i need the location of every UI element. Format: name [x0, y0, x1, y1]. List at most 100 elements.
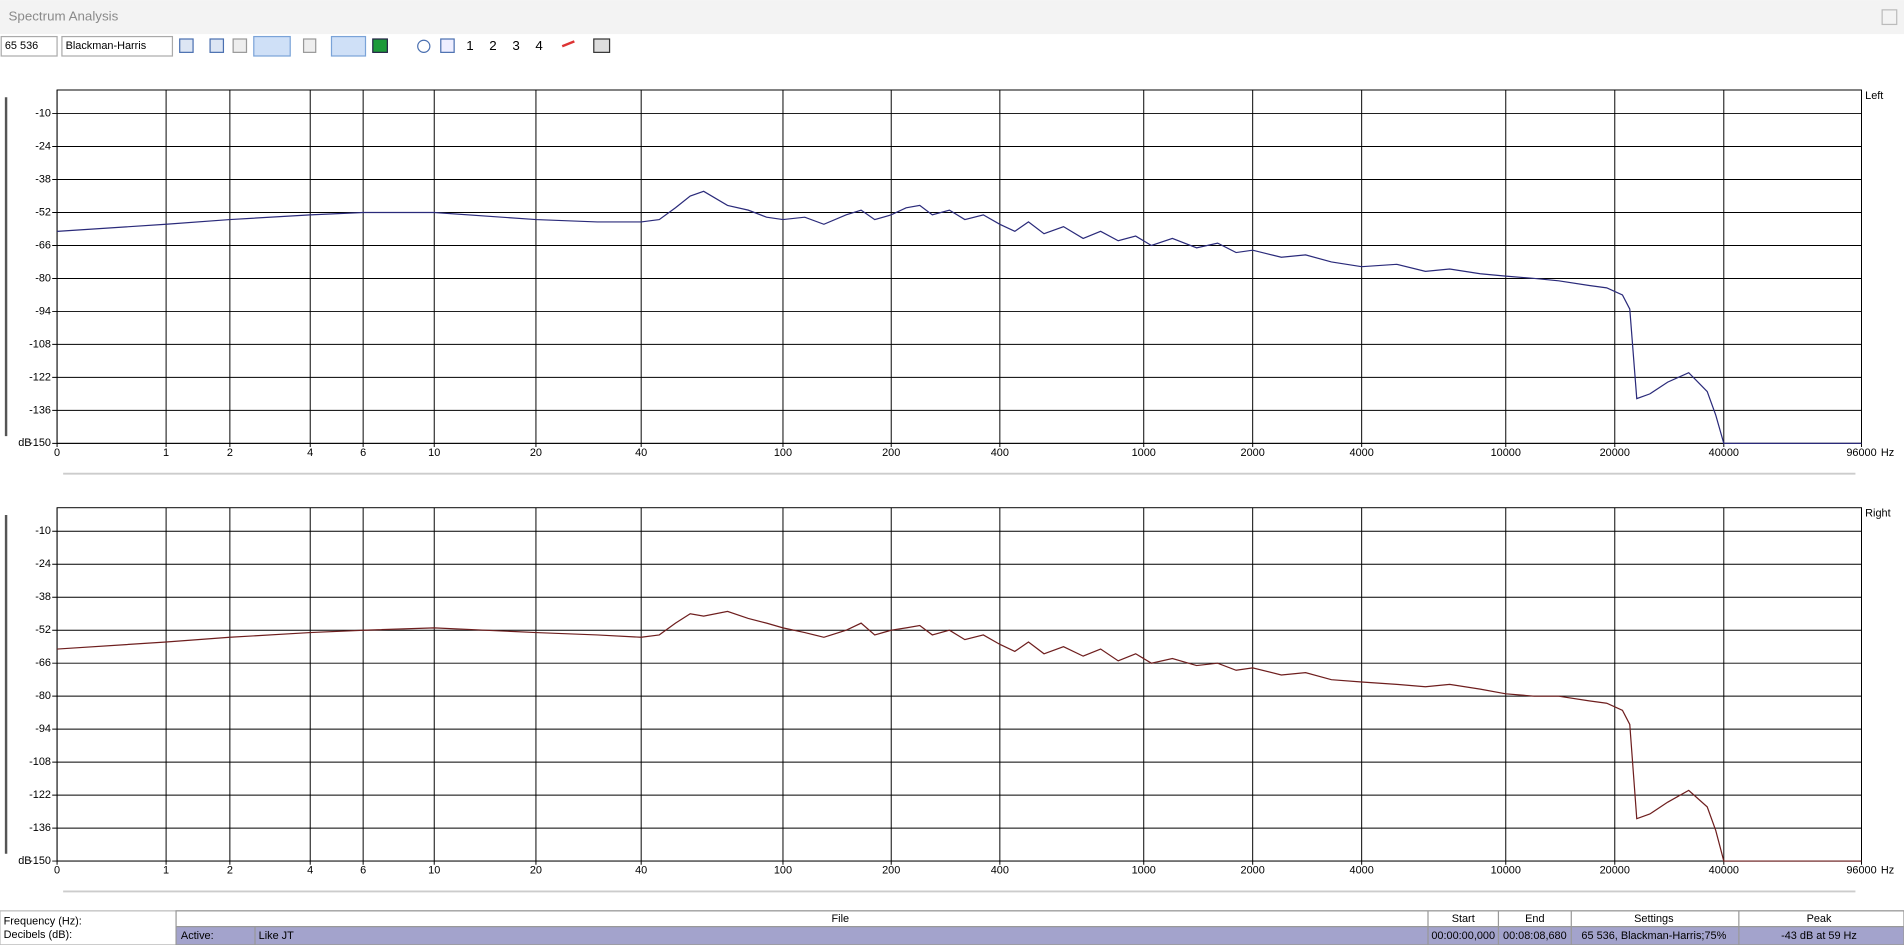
x-tick-label: 200: [882, 447, 900, 459]
active-row[interactable]: [176, 926, 1904, 945]
x-tick-label: 2000: [1241, 447, 1265, 459]
x-tick-label: 40: [635, 865, 647, 877]
y-tick-label: -38: [35, 173, 51, 185]
table-header: Peak: [1807, 913, 1832, 925]
y-tick-label: -66: [35, 239, 51, 251]
toolbar-icon[interactable]: [440, 38, 455, 53]
window-function-select[interactable]: [61, 35, 174, 57]
preset-button[interactable]: 2: [489, 38, 496, 53]
x-tick-label: 0: [54, 447, 60, 459]
x-tick-label: 1000: [1132, 865, 1156, 877]
y-tick-label: -24: [35, 558, 51, 570]
x-tick-label: 100: [774, 865, 792, 877]
channel-label: Left: [1865, 90, 1883, 102]
x-tick-label: 100: [774, 447, 792, 459]
spectrum-line: [57, 190, 1862, 444]
y-axis-label: dB: [18, 855, 31, 867]
print-button[interactable]: [593, 38, 611, 53]
x-tick-label: 4000: [1350, 447, 1374, 459]
x-tick-label: 6: [360, 865, 366, 877]
x-tick-label: 20: [530, 865, 542, 877]
y-tick-label: -10: [35, 107, 51, 119]
x-tick-label: 400: [991, 447, 1009, 459]
y-tick-label: -80: [35, 690, 51, 702]
title-bar: [0, 0, 1904, 35]
table-cell: Active:: [181, 930, 214, 942]
x-tick-label: 4000: [1350, 865, 1374, 877]
x-axis-label: Hz: [1881, 447, 1894, 459]
plot-area: [57, 507, 1862, 862]
x-tick-label: 20000: [1600, 865, 1630, 877]
toolbar-icon[interactable]: [417, 39, 431, 53]
x-tick-label: 40000: [1709, 865, 1739, 877]
x-tick-label: 1: [163, 447, 169, 459]
x-tick-label: 2: [227, 447, 233, 459]
x-tick-label: 400: [991, 865, 1009, 877]
x-tick-label: 40000: [1709, 447, 1739, 459]
table-header: End: [1525, 913, 1544, 925]
window-title: Spectrum Analysis: [9, 9, 119, 24]
y-tick-label: -122: [29, 371, 51, 383]
toolbar-icon[interactable]: [330, 35, 367, 57]
toolbar-icon[interactable]: [179, 38, 194, 53]
y-tick-label: -94: [35, 305, 51, 317]
x-tick-label: 20000: [1600, 447, 1630, 459]
toolbar-icon[interactable]: [372, 38, 388, 53]
y-tick-label: -10: [35, 525, 51, 537]
toolbar-icon[interactable]: [302, 38, 317, 53]
fft-size: 65 536: [5, 40, 38, 52]
channel-label: Right: [1865, 508, 1890, 520]
y-tick-label: -108: [29, 756, 51, 768]
x-tick-label: 1000: [1132, 447, 1156, 459]
y-tick-label: -94: [35, 723, 51, 735]
preset-button[interactable]: 3: [512, 38, 519, 53]
window-function: Blackman-Harris: [66, 40, 147, 52]
y-tick-label: -80: [35, 272, 51, 284]
toolbar: [0, 34, 1904, 61]
y-tick-label: -136: [29, 822, 51, 834]
plot-frame: [56, 89, 1862, 444]
table-cell: Like JT: [259, 930, 294, 942]
x-tick-label: 4: [307, 447, 313, 459]
preset-button[interactable]: 4: [535, 38, 543, 53]
x-axis-label: Hz: [1881, 865, 1894, 877]
y-tick-label: -150: [29, 437, 51, 449]
y-tick-label: -24: [35, 140, 51, 152]
table-header: File: [831, 913, 849, 925]
x-tick-label: 96000: [1846, 447, 1876, 459]
y-tick-label: -66: [35, 657, 51, 669]
toolbar-icon[interactable]: [561, 40, 575, 48]
x-tick-label: 10: [428, 865, 440, 877]
y-tick-label: -108: [29, 338, 51, 350]
y-tick-label: -52: [35, 624, 51, 636]
y-tick-label: -150: [29, 855, 51, 867]
spectrum-line: [57, 610, 1862, 862]
x-tick-label: 6: [360, 447, 366, 459]
close-button[interactable]: [1881, 9, 1898, 26]
x-tick-label: 4: [307, 865, 313, 877]
x-tick-label: 10: [428, 447, 440, 459]
x-tick-label: 40: [635, 447, 647, 459]
fft-size-select[interactable]: [0, 35, 58, 57]
table-cell: 00:00:00,000: [1431, 930, 1495, 942]
x-tick-label: 0: [54, 865, 60, 877]
status-bar: Frequency (Hz): Decibels (dB): File Star…: [0, 910, 1904, 945]
x-tick-label: 2: [227, 865, 233, 877]
y-axis-label: dB: [18, 437, 31, 449]
table-header: Start: [1452, 913, 1475, 925]
plot-frame: [56, 507, 1862, 862]
toolbar-icon[interactable]: [232, 38, 248, 53]
preset-button[interactable]: 1: [466, 38, 473, 53]
x-tick-label: 2000: [1241, 865, 1265, 877]
status-label: Decibels (dB):: [4, 929, 73, 941]
table-cell: 00:08:08,680: [1503, 930, 1567, 942]
x-tick-label: 20: [530, 447, 542, 459]
toolbar-icon[interactable]: [209, 38, 225, 53]
toolbar-icon[interactable]: [253, 35, 291, 57]
x-tick-label: 96000: [1846, 865, 1876, 877]
status-label: Frequency (Hz):: [4, 916, 82, 928]
